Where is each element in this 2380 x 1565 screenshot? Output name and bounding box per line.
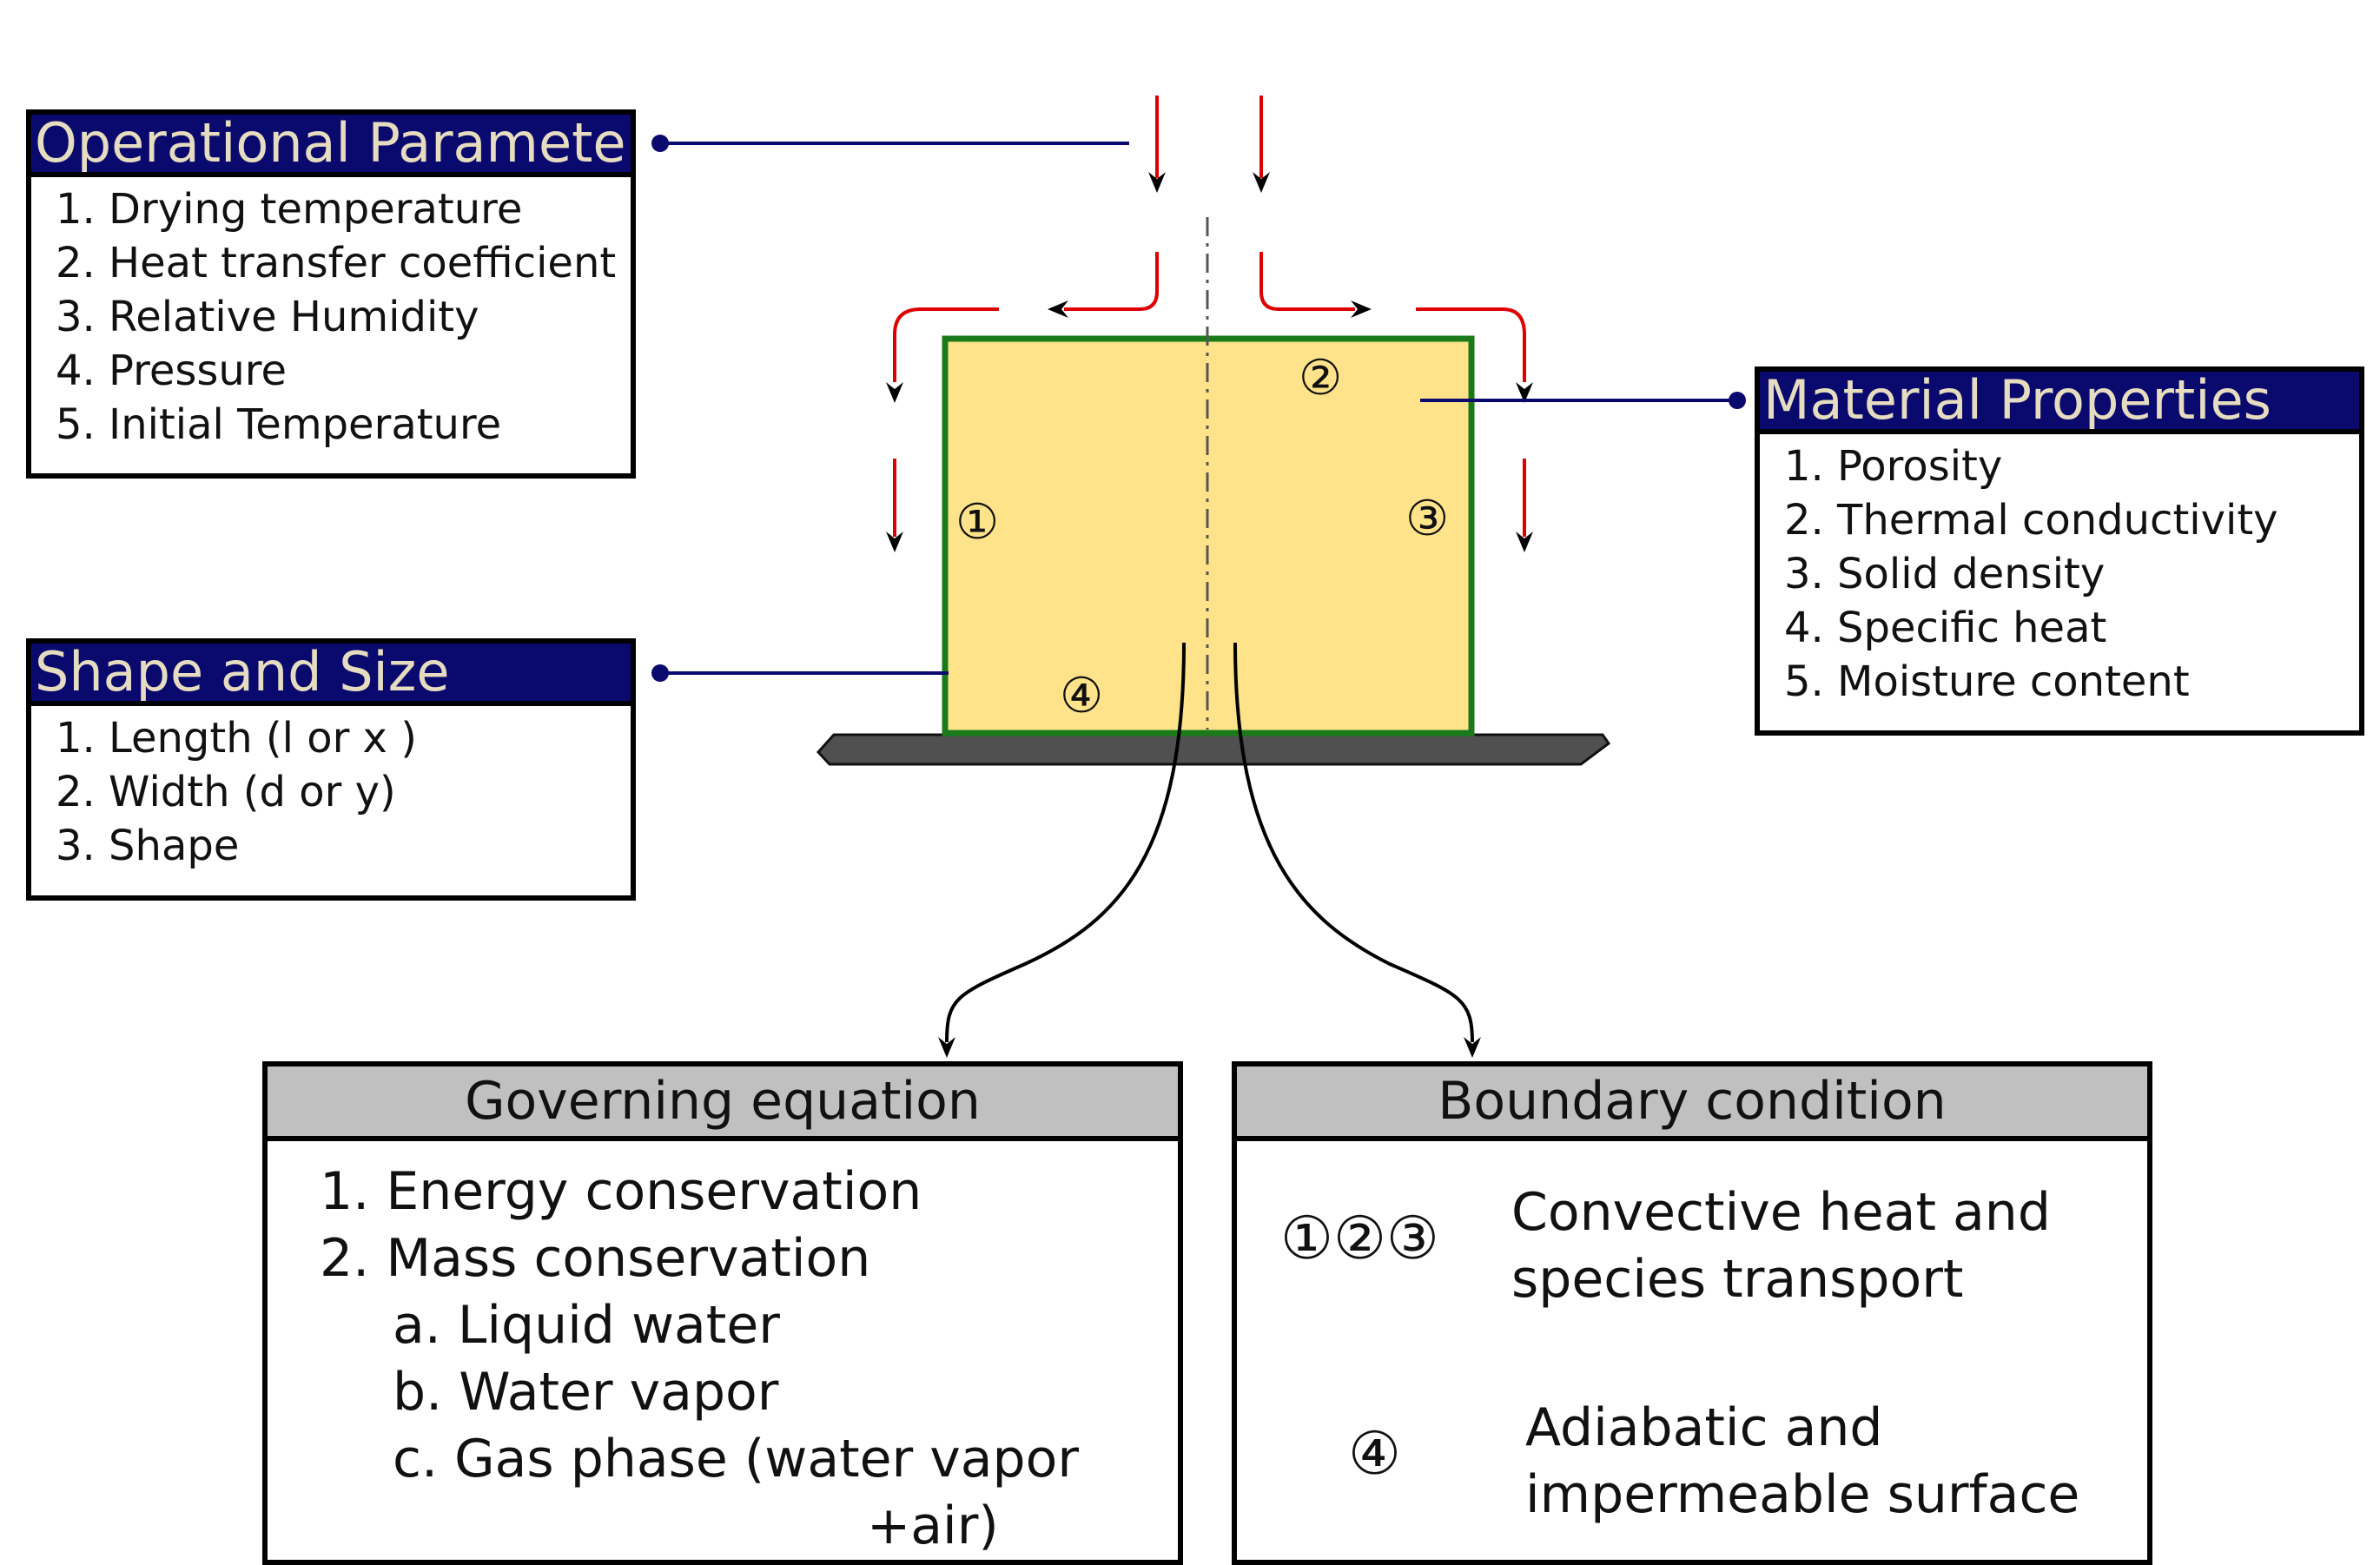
connector-lines <box>660 142 1737 675</box>
shape-size-title: Shape and Size <box>31 644 631 706</box>
tray <box>816 733 1611 766</box>
text-line: impermeable surface <box>1525 1464 2080 1525</box>
boundary-label-3: ③ <box>1405 491 1450 547</box>
list-item: a. Liquid water <box>393 1295 780 1356</box>
list-item: c. Gas phase (water vapor <box>393 1429 1080 1489</box>
boundary-markers-convective: ①②③ <box>1280 1205 1439 1273</box>
shape-size-list: 1. Length (l or x ) 2. Width (d or y) 3.… <box>31 706 631 873</box>
boundary-condition-box: Boundary condition ①②③ Convective heat a… <box>1232 1061 2152 1565</box>
list-item: 3. Solid density <box>1784 550 2106 598</box>
list-item: 2. Mass conservation <box>320 1228 871 1289</box>
text-line: Convective heat and <box>1511 1182 2051 1243</box>
operational-parameter-title: Operational Parameter <box>31 115 631 177</box>
list-item: 4. Pressure <box>56 347 288 395</box>
list-item: 2. Thermal conductivity <box>1784 496 2278 545</box>
boundary-label-4: ④ <box>1060 668 1104 724</box>
material-properties-title: Material Properties <box>1760 372 2359 434</box>
list-item: 1. Drying temperature <box>56 185 523 234</box>
list-item: 1. Length (l or x ) <box>56 714 417 763</box>
list-item: 2. Width (d or y) <box>56 768 396 816</box>
list-item: 1. Porosity <box>1784 442 2003 491</box>
boundary-label-1: ① <box>955 494 1000 551</box>
operational-parameter-list: 1. Drying temperature 2. Heat transfer c… <box>31 177 631 452</box>
material-properties-list: 1. Porosity 2. Thermal conductivity 3. S… <box>1760 434 2359 709</box>
list-item: b. Water vapor <box>393 1362 779 1423</box>
boundary-label-2: ② <box>1299 350 1343 406</box>
list-item: +air) <box>867 1496 999 1556</box>
text-line: Adiabatic and <box>1525 1397 1883 1458</box>
list-item: 4. Specific heat <box>1784 604 2107 652</box>
list-item: 5. Moisture content <box>1784 657 2190 706</box>
material-properties-box: Material Properties 1. Porosity 2. Therm… <box>1755 366 2364 736</box>
list-item: 1. Energy conservation <box>320 1161 922 1222</box>
shape-size-box: Shape and Size 1. Length (l or x ) 2. Wi… <box>26 638 636 901</box>
list-item: 5. Initial Temperature <box>56 400 502 449</box>
governing-equation-title: Governing equation <box>268 1066 1178 1141</box>
curved-arrows <box>945 642 1474 1043</box>
boundary-text-convective: Convective heat and species transport <box>1511 1179 2051 1313</box>
governing-equation-list: 1. Energy conservation 2. Mass conservat… <box>268 1141 1178 1560</box>
boundary-condition-title: Boundary condition <box>1237 1066 2147 1141</box>
list-item: 3. Shape <box>56 822 240 870</box>
deflected-airflow-arrows <box>893 252 1526 537</box>
boundary-text-adiabatic: Adiabatic and impermeable surface <box>1525 1395 2079 1529</box>
list-item: 3. Relative Humidity <box>56 293 479 341</box>
list-item: 2. Heat transfer coefficient <box>56 239 617 287</box>
boundary-marker-adiabatic: ④ <box>1348 1420 1401 1489</box>
incoming-airflow-arrows <box>1155 96 1263 178</box>
governing-equation-box: Governing equation 1. Energy conservatio… <box>262 1061 1183 1565</box>
operational-parameter-box: Operational Parameter 1. Drying temperat… <box>26 109 636 479</box>
text-line: species transport <box>1511 1249 1964 1310</box>
